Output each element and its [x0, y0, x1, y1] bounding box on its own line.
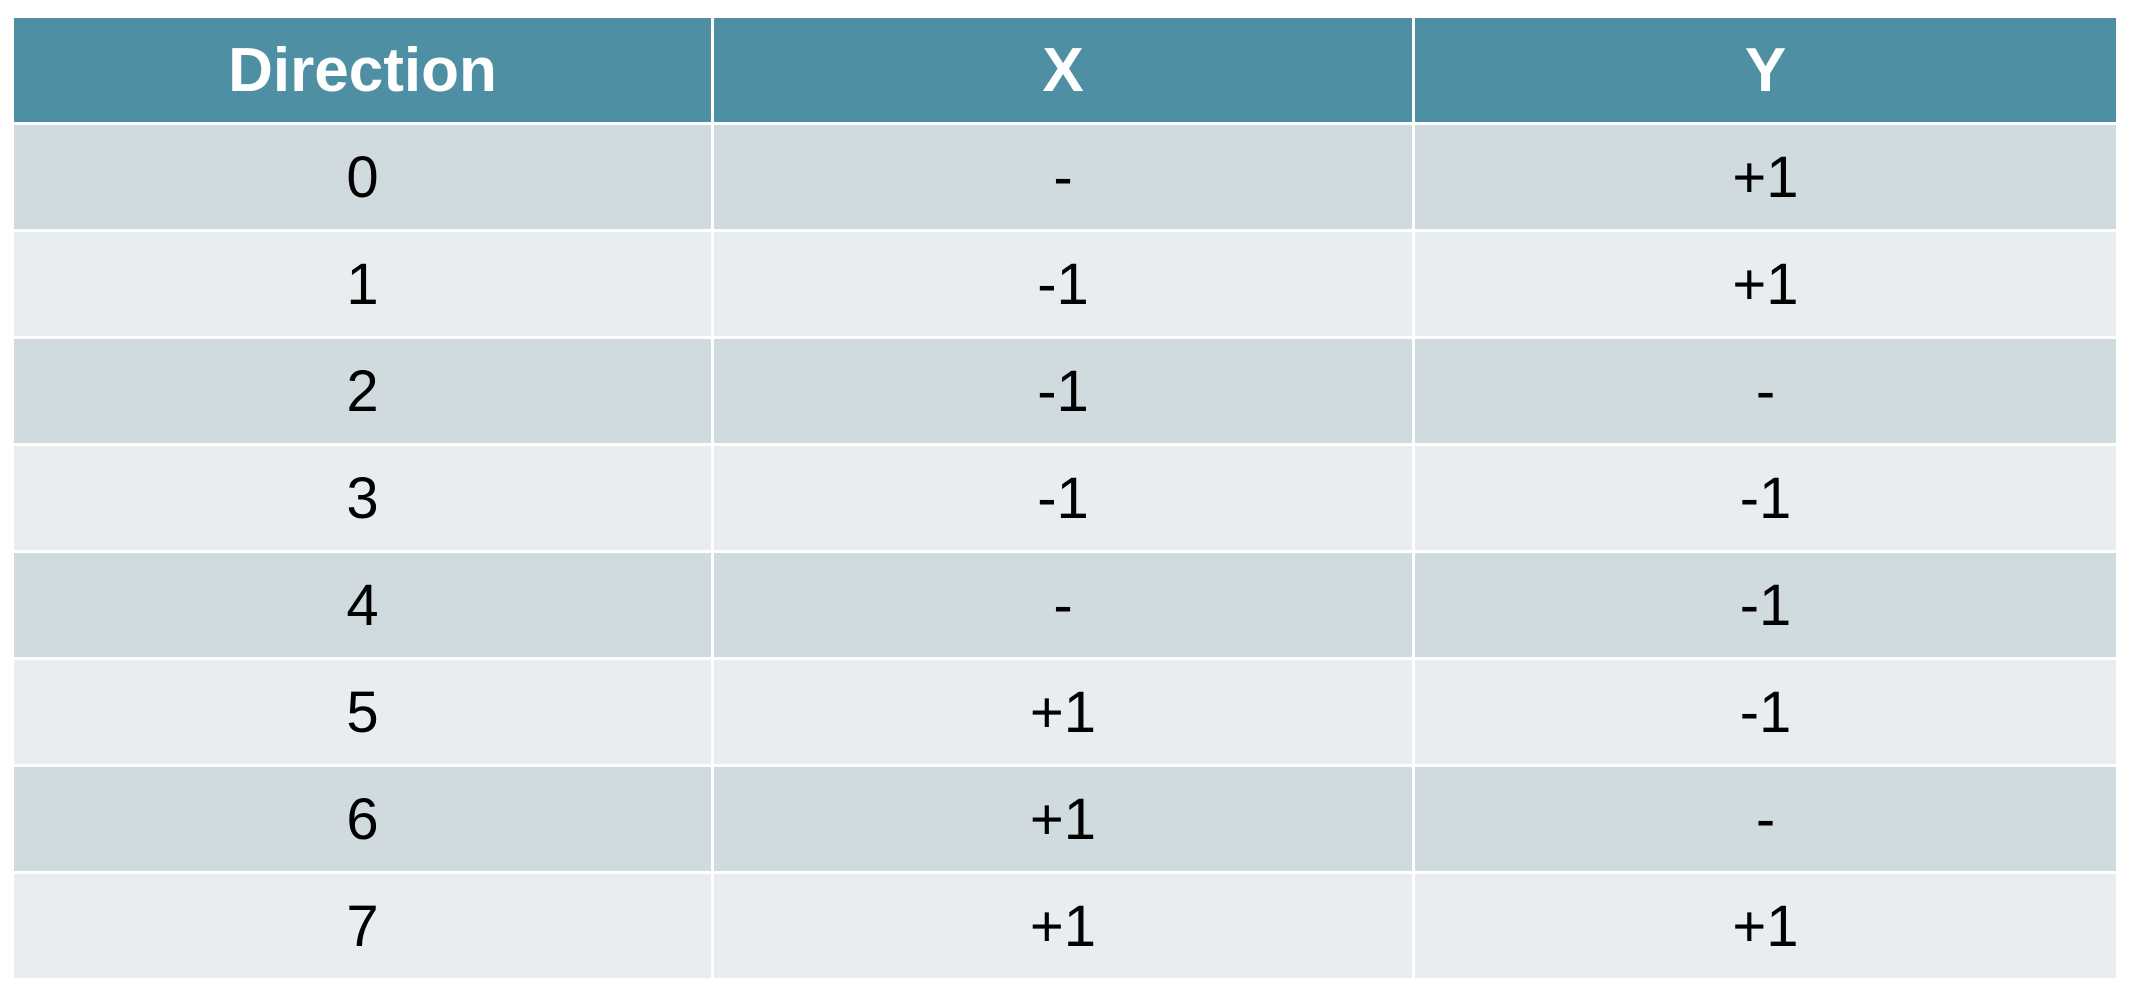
table-body: 0 - +1 1 -1 +1 2 -1 - 3 -1 -1 4 -	[14, 125, 2116, 981]
header-x: X	[714, 18, 1415, 125]
table-row: 3 -1 -1	[14, 446, 2116, 553]
table-row: 0 - +1	[14, 125, 2116, 232]
cell-y: -	[1415, 767, 2116, 874]
cell-y: -1	[1415, 660, 2116, 767]
table-row: 4 - -1	[14, 553, 2116, 660]
cell-direction: 6	[14, 767, 714, 874]
cell-x: +1	[714, 874, 1415, 981]
cell-direction: 4	[14, 553, 714, 660]
table-row: 5 +1 -1	[14, 660, 2116, 767]
cell-y: +1	[1415, 232, 2116, 339]
cell-direction: 5	[14, 660, 714, 767]
cell-x: +1	[714, 660, 1415, 767]
table-header: Direction X Y	[14, 18, 2116, 125]
cell-direction: 0	[14, 125, 714, 232]
cell-y: +1	[1415, 125, 2116, 232]
cell-x: +1	[714, 767, 1415, 874]
cell-x: -1	[714, 446, 1415, 553]
cell-y: +1	[1415, 874, 2116, 981]
cell-x: -	[714, 125, 1415, 232]
table-row: 7 +1 +1	[14, 874, 2116, 981]
direction-table-container: Direction X Y 0 - +1 1 -1 +1 2 -1 - 3	[14, 18, 2116, 981]
cell-x: -1	[714, 232, 1415, 339]
cell-x: -	[714, 553, 1415, 660]
cell-direction: 2	[14, 339, 714, 446]
header-y: Y	[1415, 18, 2116, 125]
direction-table: Direction X Y 0 - +1 1 -1 +1 2 -1 - 3	[14, 18, 2116, 981]
cell-x: -1	[714, 339, 1415, 446]
cell-y: -	[1415, 339, 2116, 446]
cell-direction: 1	[14, 232, 714, 339]
table-row: 6 +1 -	[14, 767, 2116, 874]
header-row: Direction X Y	[14, 18, 2116, 125]
table-row: 2 -1 -	[14, 339, 2116, 446]
cell-direction: 7	[14, 874, 714, 981]
cell-direction: 3	[14, 446, 714, 553]
header-direction: Direction	[14, 18, 714, 125]
cell-y: -1	[1415, 553, 2116, 660]
table-row: 1 -1 +1	[14, 232, 2116, 339]
cell-y: -1	[1415, 446, 2116, 553]
